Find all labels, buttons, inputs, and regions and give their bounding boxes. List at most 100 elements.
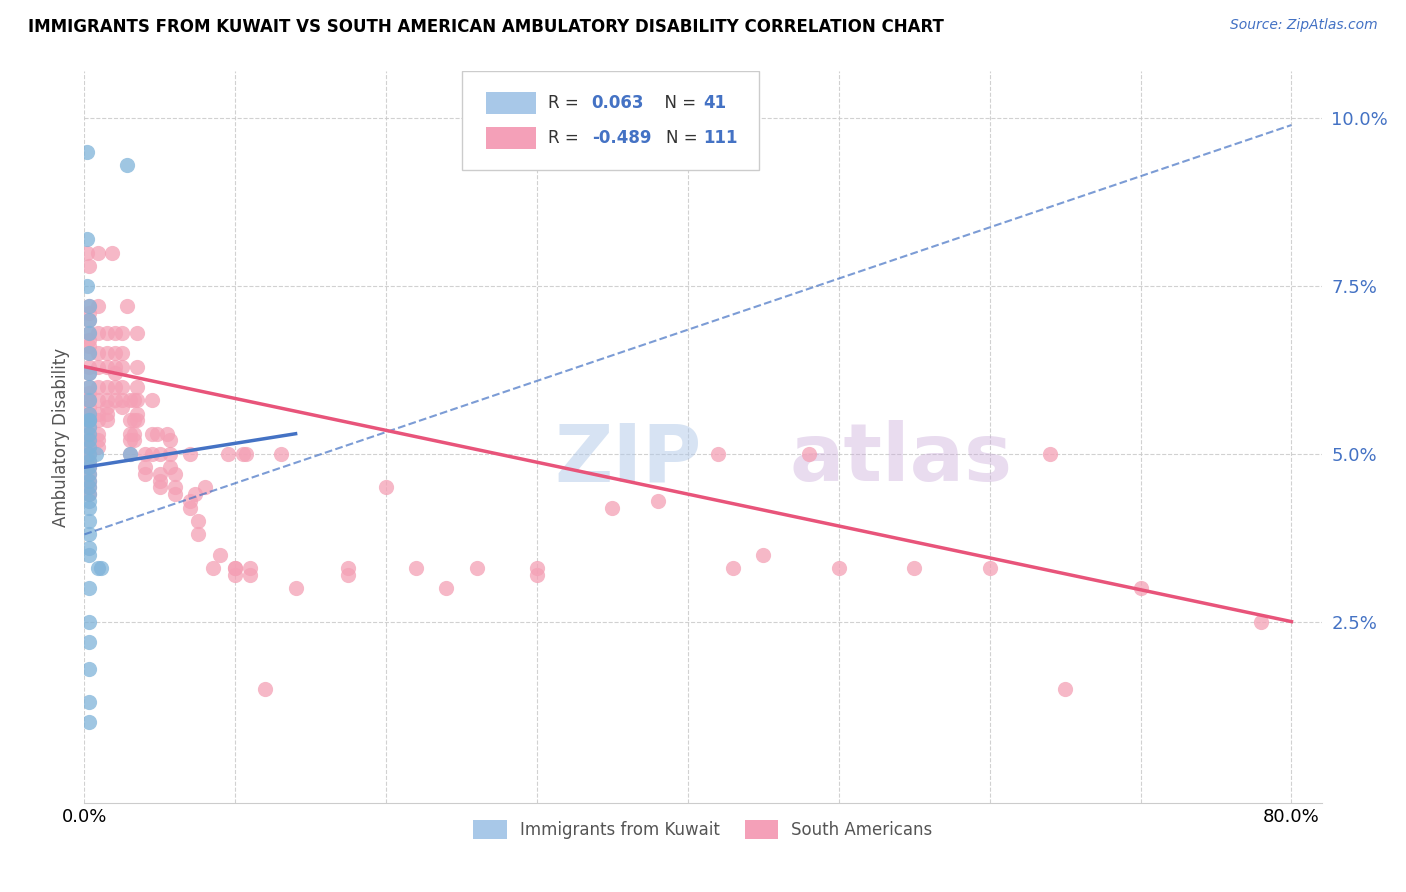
Point [77,299,100,313]
Point [179,500,201,515]
Point [103,367,125,381]
Point [77,259,100,273]
Point [405,561,427,575]
Point [77,480,100,494]
Point [111,326,134,340]
Point [76,245,98,260]
Point [77,413,100,427]
Point [1054,681,1077,696]
Point [1250,615,1272,629]
Point [77,695,100,709]
Text: Source: ZipAtlas.com: Source: ZipAtlas.com [1230,18,1378,32]
Point [235,447,257,461]
Point [159,434,181,448]
Point [239,561,262,575]
Point [77,400,100,414]
Point [134,467,156,481]
Point [103,380,125,394]
Point [77,346,100,360]
Point [752,548,775,562]
Point [77,440,100,454]
Point [77,386,100,401]
Point [77,548,100,562]
Point [903,561,925,575]
Point [183,487,205,501]
Point [828,561,851,575]
Point [77,312,100,326]
Point [96,400,118,414]
Point [77,615,100,629]
Point [721,561,744,575]
Point [77,467,100,481]
Point [127,326,149,340]
Point [77,493,100,508]
Point [118,393,141,408]
Point [186,527,208,541]
Point [96,326,118,340]
Point [118,447,141,461]
Point [127,380,149,394]
Point [159,460,181,475]
Point [77,434,100,448]
Point [87,245,110,260]
Point [77,474,100,488]
Point [436,581,458,595]
Point [270,447,292,461]
Point [77,407,100,421]
Point [526,561,548,575]
Text: -0.489: -0.489 [592,129,651,147]
Point [77,380,100,394]
Point [77,434,100,448]
Point [141,447,163,461]
Point [224,567,246,582]
Point [77,426,100,441]
Point [103,393,125,408]
Point [76,279,98,293]
Point [146,426,169,441]
Point [87,407,110,421]
Point [209,548,232,562]
Point [156,426,179,441]
Point [96,407,118,421]
Point [76,232,98,246]
Point [77,460,100,475]
Point [77,312,100,326]
Point [77,460,100,475]
Point [163,480,186,494]
Point [77,527,100,541]
Point [77,367,100,381]
Point [77,413,100,427]
Point [96,380,118,394]
Point [77,514,100,528]
Point [159,447,181,461]
Point [77,359,100,374]
Point [224,561,246,575]
Point [111,359,134,374]
Point [979,561,1001,575]
Point [149,467,172,481]
Point [127,413,149,427]
Point [77,581,100,595]
Point [86,447,108,461]
Point [134,460,156,475]
Point [87,380,110,394]
Point [87,434,110,448]
Point [87,440,110,454]
Point [87,359,110,374]
Point [122,434,145,448]
Point [127,393,149,408]
Point [87,413,110,427]
Point [87,326,110,340]
Point [77,500,100,515]
Point [118,426,141,441]
Point [96,393,118,408]
Point [77,487,100,501]
Text: R =: R = [548,129,585,147]
Point [337,567,360,582]
Point [77,339,100,353]
Point [111,393,134,408]
Point [602,500,624,515]
Point [194,480,217,494]
Point [77,440,100,454]
Point [96,346,118,360]
